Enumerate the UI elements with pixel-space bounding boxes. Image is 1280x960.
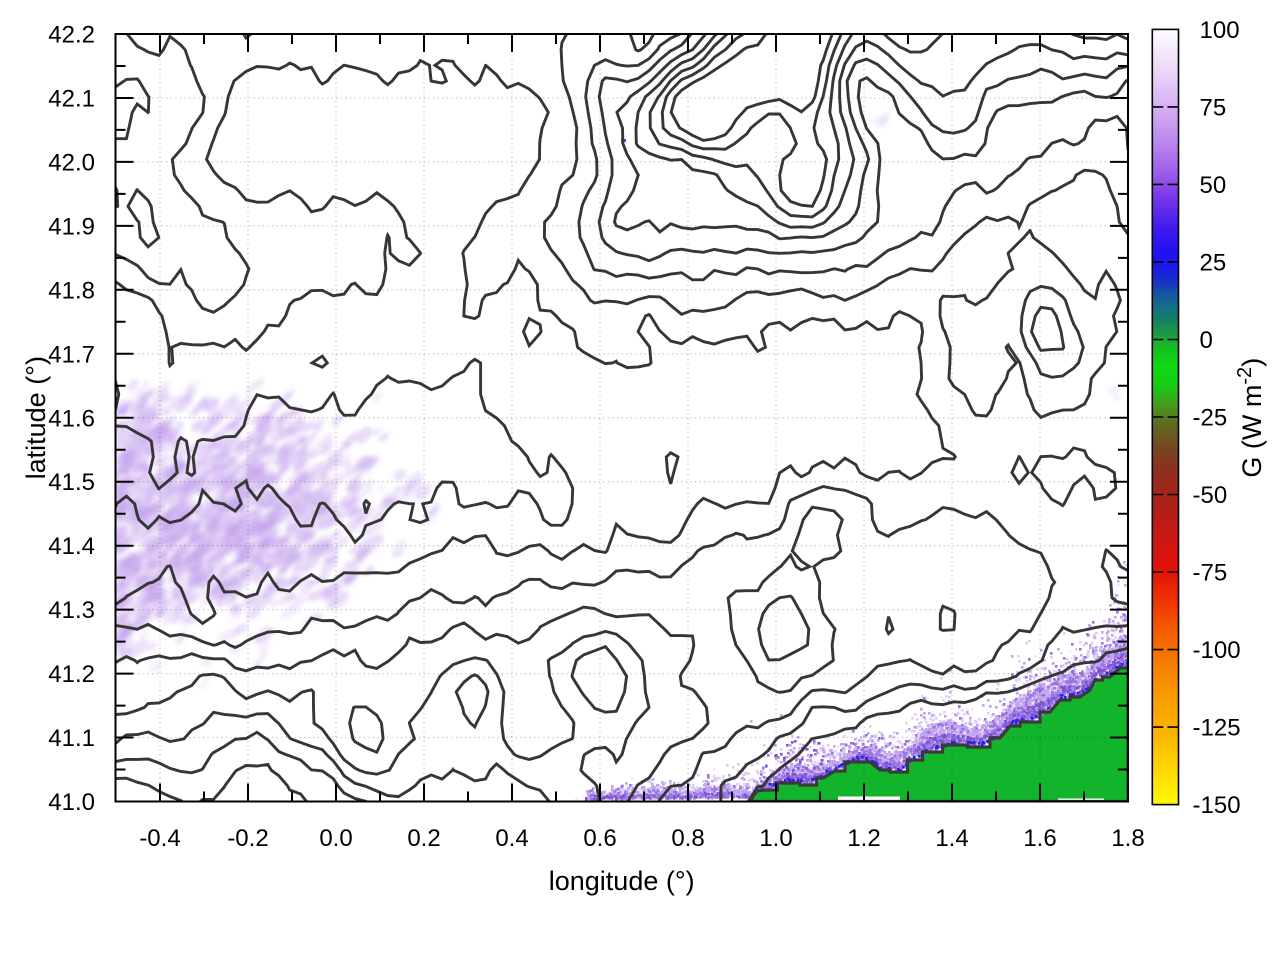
svg-text:100: 100 bbox=[1200, 17, 1240, 44]
svg-text:41.5: 41.5 bbox=[48, 469, 95, 496]
svg-text:41.1: 41.1 bbox=[48, 725, 95, 752]
svg-text:-0.2: -0.2 bbox=[227, 825, 268, 852]
svg-text:50: 50 bbox=[1200, 172, 1227, 199]
svg-text:-75: -75 bbox=[1193, 560, 1228, 587]
svg-text:1.6: 1.6 bbox=[1023, 825, 1056, 852]
svg-text:1.0: 1.0 bbox=[759, 825, 792, 852]
svg-text:41.7: 41.7 bbox=[48, 341, 95, 368]
svg-text:42.0: 42.0 bbox=[48, 149, 95, 176]
svg-text:42.2: 42.2 bbox=[48, 22, 95, 49]
svg-text:41.4: 41.4 bbox=[48, 533, 95, 560]
svg-text:-150: -150 bbox=[1193, 792, 1241, 819]
svg-text:41.9: 41.9 bbox=[48, 213, 95, 240]
svg-text:42.1: 42.1 bbox=[48, 86, 95, 113]
svg-text:longitude (°): longitude (°) bbox=[549, 866, 695, 896]
svg-text:41.0: 41.0 bbox=[48, 789, 95, 816]
svg-text:0.2: 0.2 bbox=[407, 825, 440, 852]
svg-text:41.2: 41.2 bbox=[48, 661, 95, 688]
svg-text:1.4: 1.4 bbox=[935, 825, 968, 852]
svg-text:-25: -25 bbox=[1193, 405, 1228, 432]
svg-text:0.6: 0.6 bbox=[583, 825, 616, 852]
svg-text:41.6: 41.6 bbox=[48, 405, 95, 432]
svg-text:0.4: 0.4 bbox=[495, 825, 528, 852]
svg-text:41.3: 41.3 bbox=[48, 597, 95, 624]
svg-text:latitude (°): latitude (°) bbox=[21, 356, 51, 479]
svg-text:25: 25 bbox=[1200, 250, 1227, 277]
svg-text:1.2: 1.2 bbox=[847, 825, 880, 852]
svg-text:0: 0 bbox=[1200, 327, 1213, 354]
svg-text:-0.4: -0.4 bbox=[139, 825, 180, 852]
svg-text:-50: -50 bbox=[1193, 482, 1228, 509]
svg-text:41.8: 41.8 bbox=[48, 277, 95, 304]
svg-text:1.8: 1.8 bbox=[1111, 825, 1144, 852]
svg-text:-125: -125 bbox=[1193, 715, 1241, 742]
svg-text:0.8: 0.8 bbox=[671, 825, 704, 852]
svg-text:0.0: 0.0 bbox=[319, 825, 352, 852]
svg-text:-100: -100 bbox=[1193, 637, 1241, 664]
svg-text:75: 75 bbox=[1200, 94, 1227, 121]
